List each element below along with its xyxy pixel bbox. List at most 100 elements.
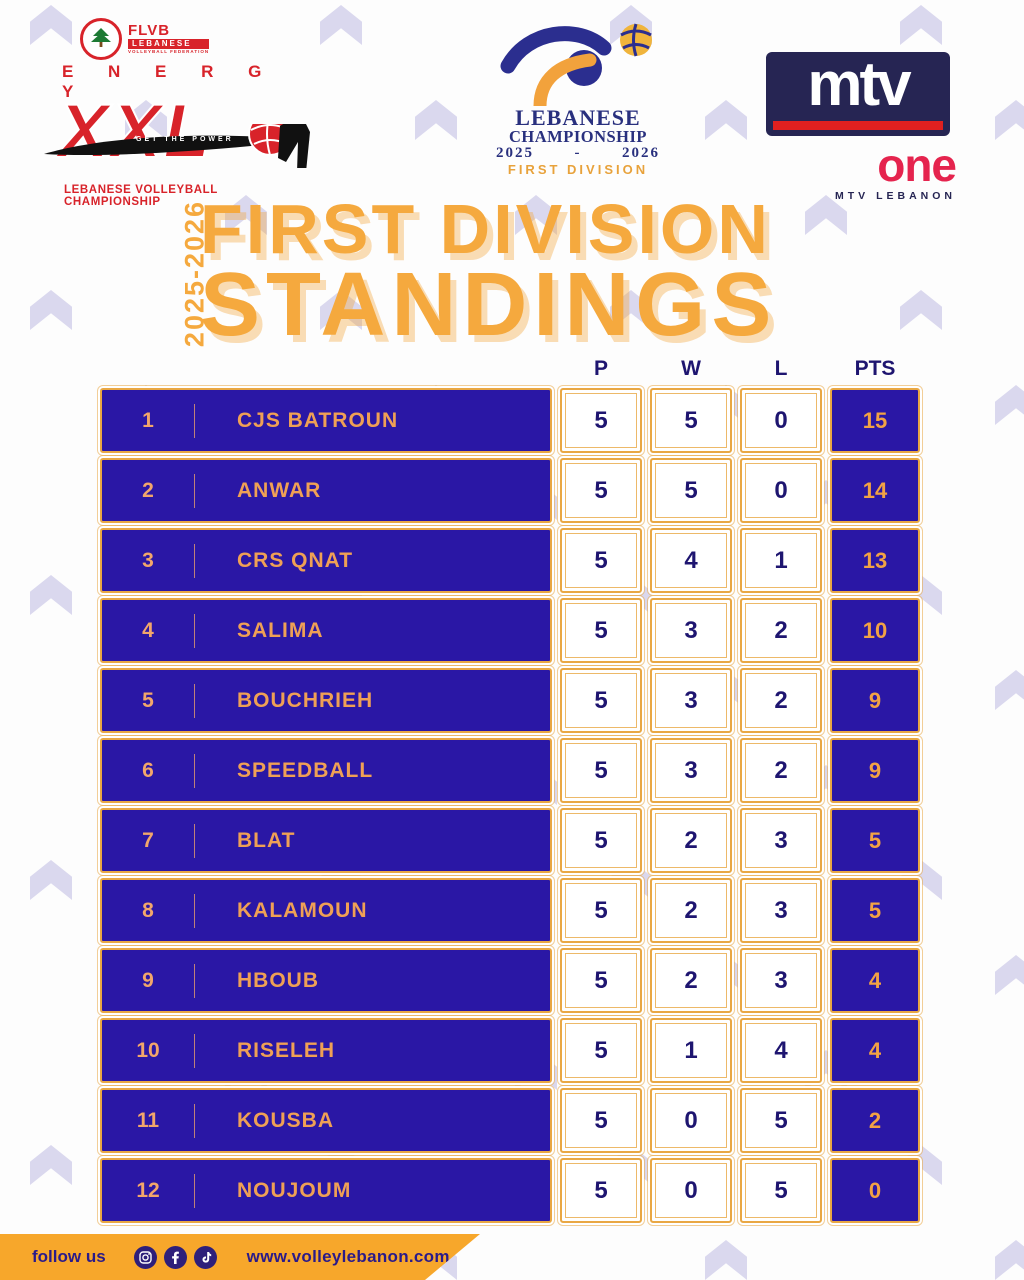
played-cell: 5 [560,878,642,943]
chevron-icon [900,290,942,330]
lebanese-volleyball-championship-caption: LEBANESE VOLLEYBALL CHAMPIONSHIP [64,184,218,208]
one-wordmark: one [877,139,957,191]
rank-label: 3 [142,548,154,572]
rank-divider [194,753,195,788]
wins-cell: 5 [650,388,732,453]
instagram-icon[interactable] [133,1245,157,1269]
rank-label: 11 [136,1108,160,1132]
mtv-box: mtv [766,52,950,136]
team-name: SALIMA [237,618,324,642]
facebook-icon[interactable] [163,1245,187,1269]
points-cell: 4 [830,948,920,1013]
lebanese-championship-logo: LEBANESE CHAMPIONSHIP 2025 - 2026 FIRST … [468,14,688,184]
team-name: ANWAR [237,478,322,502]
wins-cell: 0 [650,1088,732,1153]
wins-cell: 3 [650,668,732,733]
losses-cell: 0 [740,388,822,453]
wins-cell: 3 [650,738,732,803]
team-name: CJS BATROUN [237,408,399,432]
flvb-sub: VOLLEYBALL FEDERATION [128,49,210,55]
team-bar: 6 SPEEDBALL [100,738,552,803]
energy-wordmark: E N E R G Y [62,62,277,101]
points-cell: 4 [830,1018,920,1083]
losses-cell: 5 [740,1158,822,1223]
team-bar: 8 KALAMOUN [100,878,552,943]
chevron-icon [705,100,747,140]
played-cell: 5 [560,458,642,523]
losses-cell: 5 [740,1088,822,1153]
championship-line1: LEBANESE [515,105,641,130]
team-bar: 10 RISELEH [100,1018,552,1083]
table-row: 11 KOUSBA 5 0 5 2 [100,1088,922,1153]
rank-divider [194,893,195,928]
team-bar: 2 ANWAR [100,458,552,523]
rank-label: 9 [142,968,154,992]
mtv-one-logo: mtv one MTV LEBANON [766,52,957,202]
wins-cell: 2 [650,948,732,1013]
table-row: 7 BLAT 5 2 3 5 [100,808,922,873]
losses-cell: 2 [740,598,822,663]
championship-player-icon [500,23,652,113]
points-cell: 0 [830,1158,920,1223]
losses-cell: 2 [740,738,822,803]
chevron-icon [320,5,362,45]
points-cell: 9 [830,738,920,803]
table-header-row: P W L PTS [100,356,922,382]
chevron-icon [995,955,1024,995]
team-bar: 12 NOUJOUM [100,1158,552,1223]
footer-bar: follow us www.volleylebanon.com [0,1234,480,1280]
points-cell: 9 [830,668,920,733]
chevron-icon [705,1240,747,1280]
chevron-icon [30,1145,72,1185]
wins-cell: 2 [650,878,732,943]
points-cell: 14 [830,458,920,523]
played-cell: 5 [560,388,642,453]
losses-cell: 3 [740,878,822,943]
played-cell: 5 [560,598,642,663]
table-row: 9 HBOUB 5 2 3 4 [100,948,922,1013]
table-row: 3 CRS QNAT 5 4 1 13 [100,528,922,593]
played-cell: 5 [560,948,642,1013]
points-cell: 5 [830,878,920,943]
team-name: CRS QNAT [237,548,354,572]
wins-cell: 1 [650,1018,732,1083]
played-cell: 5 [560,1088,642,1153]
team-bar: 9 HBOUB [100,948,552,1013]
championship-division: FIRST DIVISION [507,161,649,177]
championship-line2: CHAMPIONSHIP [509,127,647,146]
played-cell: 5 [560,668,642,733]
rank-divider [194,963,195,998]
tiktok-icon[interactable] [193,1245,217,1269]
rank-divider [194,823,195,858]
played-cell: 5 [560,808,642,873]
wins-cell: 4 [650,528,732,593]
follow-us-label: follow us [32,1247,106,1266]
cedar-icon [91,28,111,47]
chevron-icon [30,860,72,900]
wins-cell: 2 [650,808,732,873]
rank-label: 6 [142,758,154,782]
rank-label: 10 [136,1038,160,1062]
losses-cell: 1 [740,528,822,593]
year-right: 2026 [622,144,660,161]
team-name: BLAT [237,828,296,852]
rank-label: 7 [142,828,154,852]
team-name: KALAMOUN [237,898,368,922]
player-silhouette-icon [278,124,310,168]
year-dash: - [574,144,582,161]
flvb-cedar-emblem-icon [80,18,122,60]
website-link[interactable]: www.volleylebanon.com [246,1247,450,1266]
rank-label: 8 [142,898,154,922]
chevron-icon [995,1240,1024,1280]
rank-divider [194,683,195,718]
flvb-band: LEBANESE [128,39,210,50]
team-bar: 5 BOUCHRIEH [100,668,552,733]
team-bar: 7 BLAT [100,808,552,873]
chevron-icon [30,290,72,330]
points-cell: 13 [830,528,920,593]
team-bar: 1 CJS BATROUN [100,388,552,453]
social-icons [133,1245,217,1269]
table-row: 8 KALAMOUN 5 2 3 5 [100,878,922,943]
played-cell: 5 [560,528,642,593]
team-name: NOUJOUM [237,1178,352,1202]
